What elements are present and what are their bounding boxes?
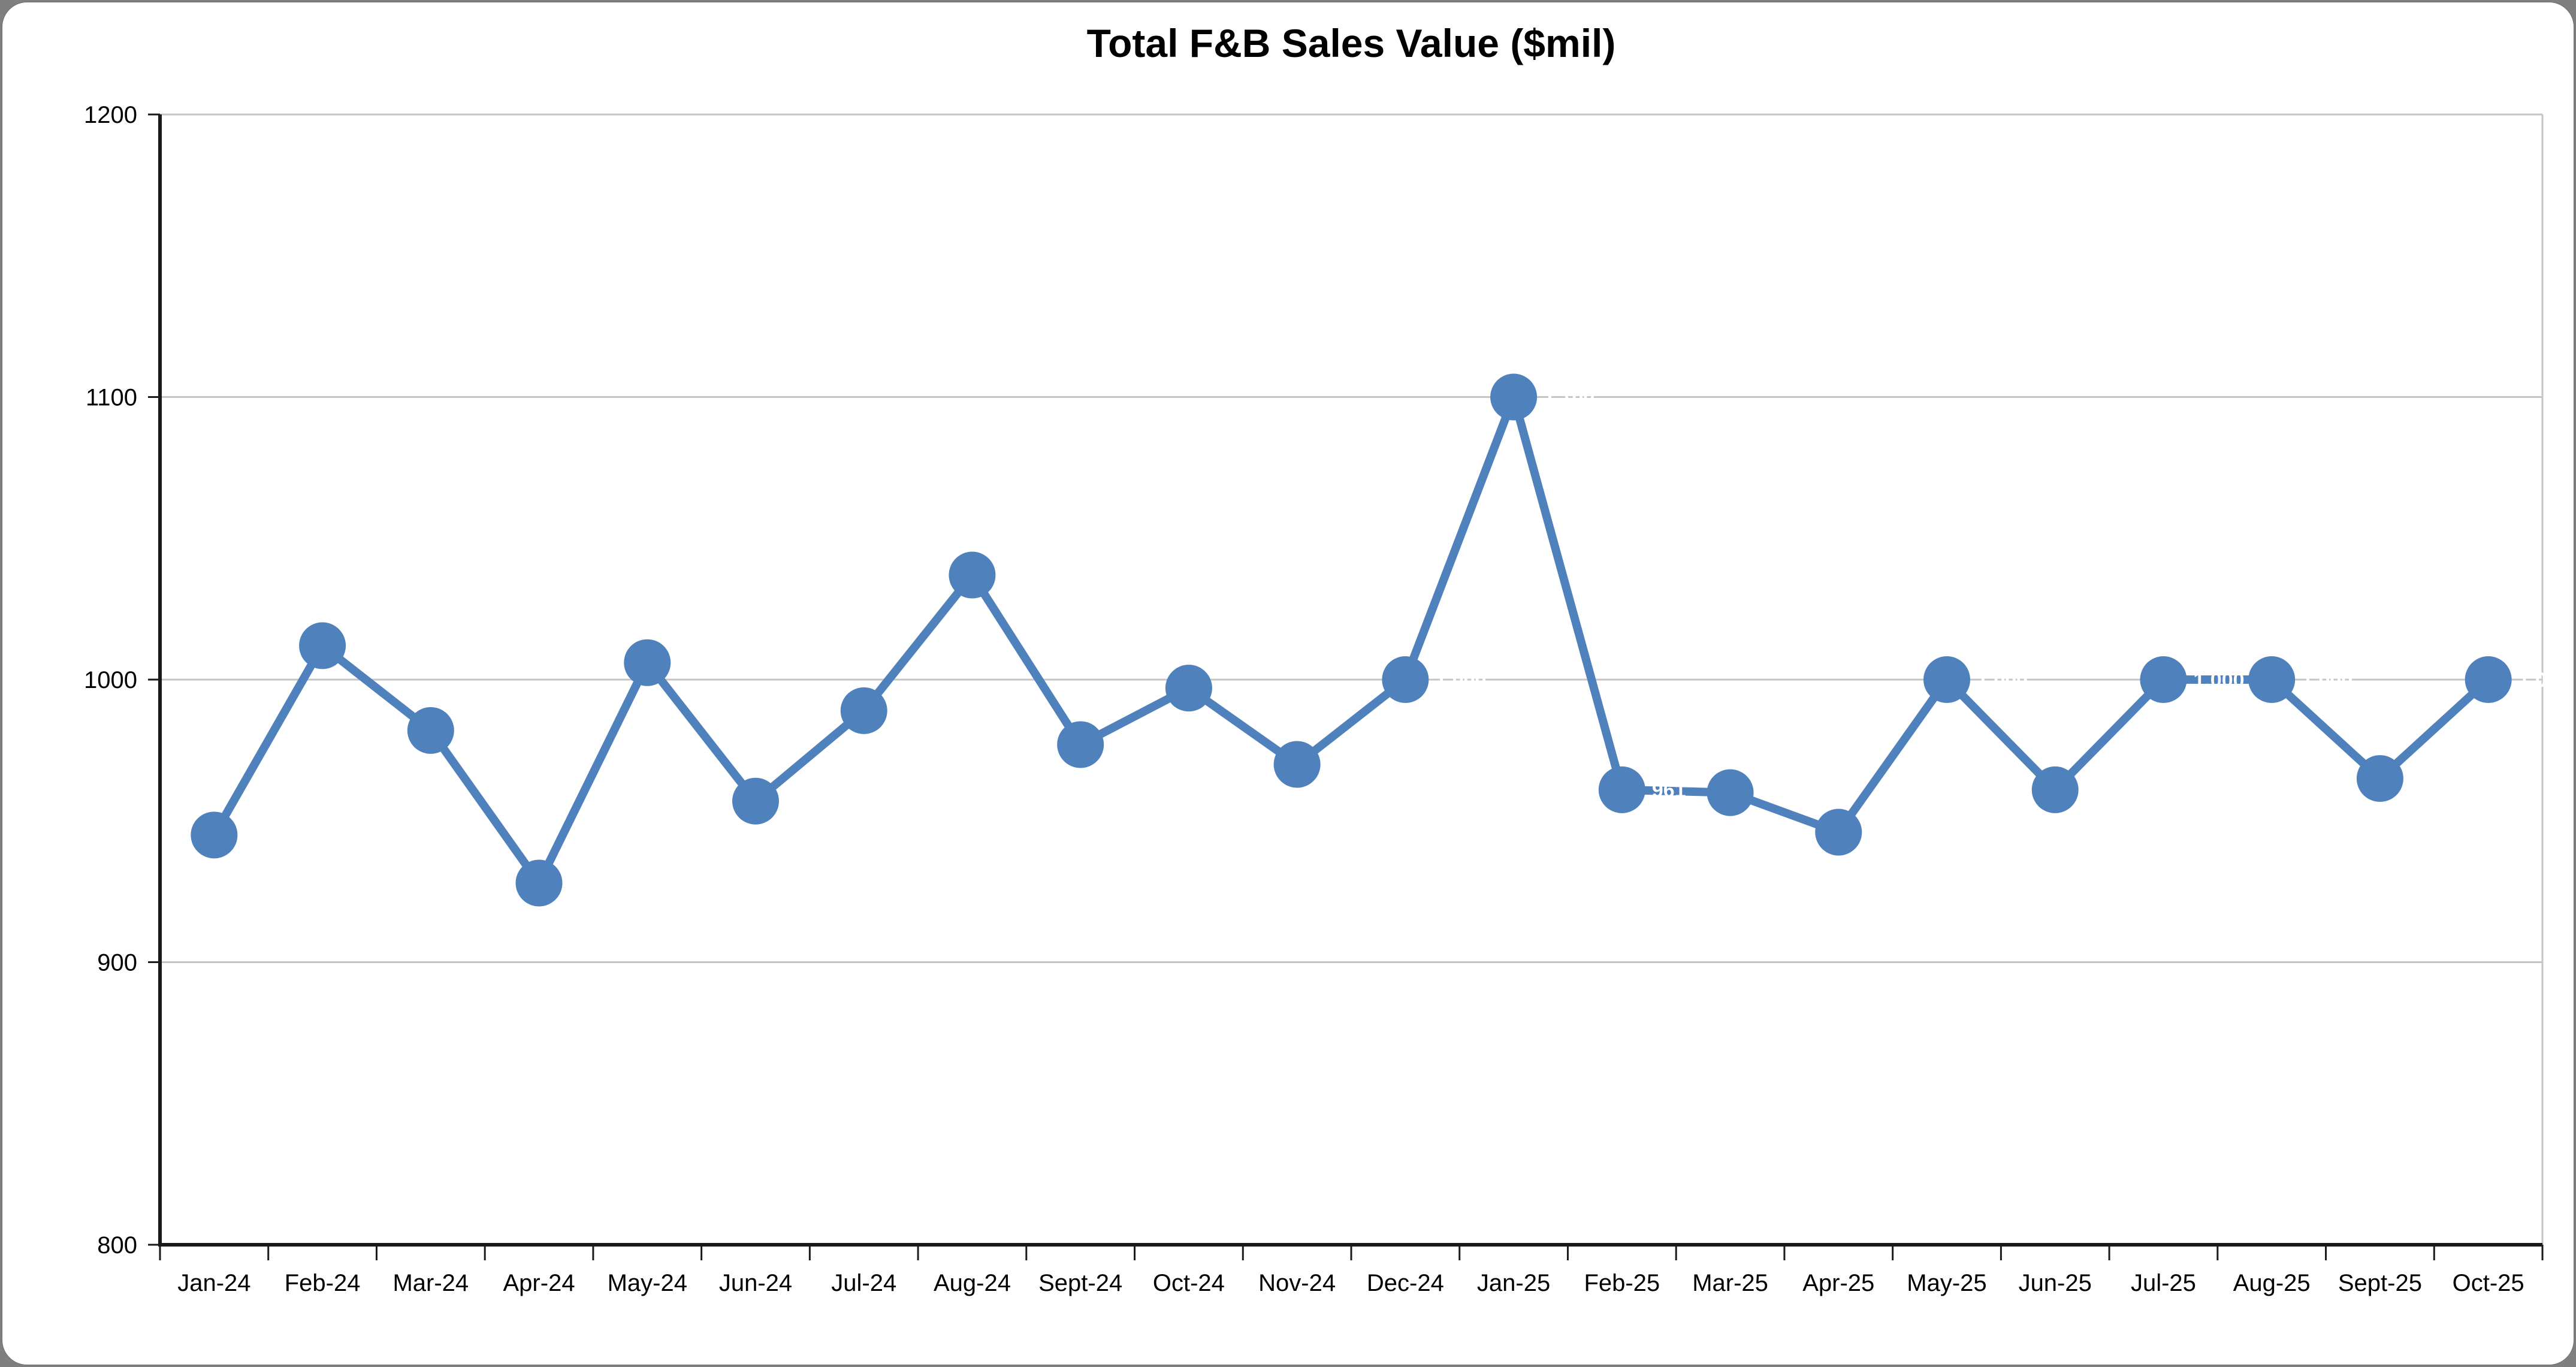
- x-axis-category-label: Jul-25: [2131, 1270, 2196, 1296]
- data-point-label: 945: [244, 824, 278, 847]
- data-point-marker: [1598, 766, 1645, 813]
- data-point-label: 960: [1760, 782, 1795, 805]
- data-point-marker: [515, 859, 563, 907]
- data-point-label: 1,000: [2302, 669, 2352, 692]
- data-point-marker: [2356, 755, 2403, 802]
- data-point-label: 1,100: [1544, 387, 1594, 409]
- x-axis-category-label: Jan-24: [177, 1270, 250, 1296]
- data-point-marker: [1707, 769, 1754, 816]
- data-point-marker: [299, 622, 346, 669]
- data-point-marker: [1815, 808, 1862, 856]
- x-axis-category-label: May-25: [1907, 1270, 1986, 1296]
- data-point-label: 982: [461, 720, 495, 743]
- data-point-marker: [949, 551, 996, 599]
- data-point-label: 928: [569, 872, 603, 895]
- data-point-label: 1,000: [2518, 669, 2569, 692]
- data-point-label: 961: [1652, 779, 1686, 802]
- x-axis-category-label: Aug-24: [934, 1270, 1011, 1296]
- data-point-label: 961: [2085, 779, 2119, 802]
- data-point-marker: [1382, 656, 1429, 703]
- data-point-marker: [624, 639, 671, 686]
- chart-title: Total F&B Sales Value ($mil): [1086, 21, 1616, 65]
- x-axis-category-label: Nov-24: [1258, 1270, 1336, 1296]
- x-axis-category-label: Feb-24: [285, 1270, 361, 1296]
- data-point-label: 965: [2410, 768, 2444, 790]
- x-axis-category-label: Oct-24: [1153, 1270, 1225, 1296]
- y-axis-tick-label: 1100: [86, 385, 137, 411]
- data-point-label: 997: [1219, 677, 1253, 700]
- x-axis-category-label: Sept-24: [1038, 1270, 1122, 1296]
- x-axis-category-label: Sept-25: [2338, 1270, 2422, 1296]
- data-point-marker: [1165, 665, 1212, 712]
- x-axis-category-label: Feb-25: [1584, 1270, 1660, 1296]
- data-point-label: 970: [1327, 753, 1361, 776]
- y-axis-tick-label: 1000: [84, 667, 137, 693]
- data-point-marker: [840, 687, 887, 734]
- x-axis-category-label: Aug-25: [2233, 1270, 2311, 1296]
- data-point-label: 1,012: [352, 635, 403, 657]
- data-point-label: 1,006: [677, 652, 728, 675]
- data-point-marker: [2031, 766, 2079, 813]
- x-axis-category-label: Apr-25: [1802, 1270, 1874, 1296]
- data-point-marker: [1273, 741, 1321, 788]
- data-point-label: 1,000: [1435, 669, 1486, 692]
- data-point-marker: [732, 777, 779, 825]
- data-point-marker: [2465, 656, 2512, 703]
- data-point-marker: [1057, 721, 1104, 768]
- data-point-label: 946: [1868, 822, 1902, 844]
- data-point-label: 977: [1110, 734, 1144, 756]
- y-axis-tick-label: 900: [97, 950, 137, 976]
- data-point-label: 989: [894, 700, 928, 723]
- x-axis-category-label: Mar-25: [1692, 1270, 1768, 1296]
- series-line: [210, 393, 2493, 888]
- data-point-marker: [2248, 656, 2296, 703]
- data-point-marker: [191, 811, 238, 859]
- data-point-label: 1,037: [1002, 565, 1053, 587]
- y-axis-tick-label: 800: [97, 1232, 137, 1259]
- data-point-label: 957: [786, 790, 820, 813]
- x-axis-category-label: Jun-25: [2019, 1270, 2092, 1296]
- y-axis-tick-label: 1200: [84, 102, 137, 128]
- x-axis-category-label: Dec-24: [1367, 1270, 1444, 1296]
- data-point-label: 1,000: [2193, 669, 2244, 692]
- x-axis-category-label: Mar-24: [392, 1270, 469, 1296]
- data-point-marker: [1490, 373, 1538, 421]
- x-axis-category-label: Apr-24: [503, 1270, 575, 1296]
- x-axis-category-label: Jun-24: [719, 1270, 792, 1296]
- data-point-marker: [2140, 656, 2187, 703]
- data-point-marker: [1923, 656, 1970, 703]
- x-axis-category-label: Oct-25: [2453, 1270, 2524, 1296]
- x-axis-category-label: Jul-24: [831, 1270, 896, 1296]
- data-point-marker: [407, 707, 454, 754]
- data-point-label: 1,000: [1977, 669, 2028, 692]
- x-axis-category-label: May-24: [608, 1270, 687, 1296]
- x-axis-category-label: Jan-25: [1477, 1270, 1550, 1296]
